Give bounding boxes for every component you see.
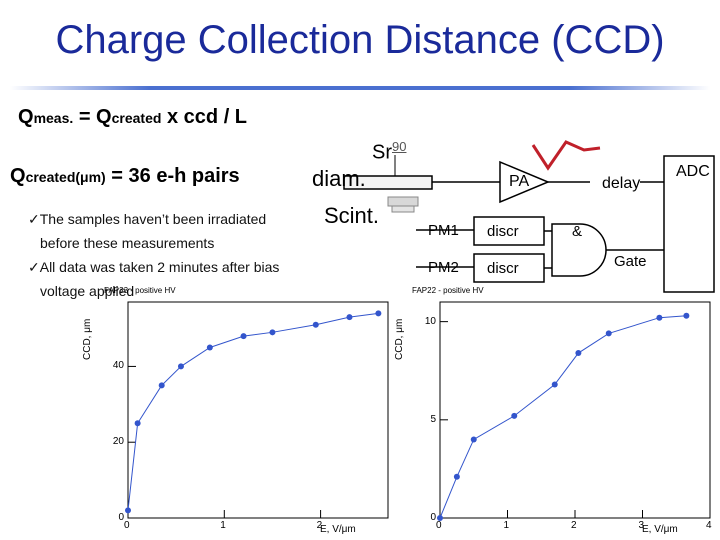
discr-1-label: discr (487, 223, 519, 240)
formula-qcreated: Qcreated(μm) = 36 e-h pairs (10, 165, 240, 188)
formula2-q: Q (10, 165, 26, 187)
chart-1-point (269, 329, 276, 336)
adc-label: ADC (676, 163, 710, 180)
chart-2-point (683, 312, 690, 319)
scint-label: Scint. (324, 203, 380, 228)
formula2-rest: = 36 e-h pairs (105, 165, 240, 187)
chart-2-point (437, 515, 443, 521)
chart-1-ytick-label: 40 (112, 360, 124, 372)
chart-2-ytick-label: 0 (430, 512, 436, 523)
chart-1-point (177, 363, 184, 370)
chart-2-point (470, 436, 477, 443)
formula1-q: Q (18, 106, 34, 128)
formula1-meas-sub: meas. (33, 110, 74, 126)
source-mass: 90 (392, 139, 407, 154)
chart-1-series-line (127, 312, 379, 511)
chart-2-point (551, 381, 558, 388)
chart-2-title: FAP22 - positive HV (412, 286, 484, 295)
formula2-created-sub: created(μm) (25, 169, 106, 185)
chart-2-xlabel: E, V/μm (642, 524, 678, 535)
chart-1-xtick-label: 1 (220, 520, 226, 531)
chart-2-xtick-label: 3 (638, 520, 645, 531)
formula1-created-sub: created (111, 110, 162, 126)
chart-1-point (312, 321, 319, 328)
bullet-2-line1: All data was taken 2 minutes after bias (39, 259, 280, 275)
chart-1-point (206, 344, 213, 351)
adc-box (663, 155, 715, 293)
chart-2-ytick-label: 10 (424, 315, 436, 327)
chart-2-frame (439, 301, 711, 519)
pm2-label: PM2 (428, 259, 459, 276)
chart-1-title: FAP33 - positive HV (104, 286, 176, 295)
and-label: & (572, 223, 583, 240)
check-icon: ✓ (28, 211, 40, 227)
bullet-2-line2: voltage applied (40, 283, 135, 299)
chart-1-xtick-label: 2 (316, 520, 323, 531)
formula1-rest: x ccd / L (161, 106, 248, 128)
pm1-label: PM1 (428, 222, 459, 239)
chart-2-xtick-label: 1 (503, 520, 510, 531)
title-divider (10, 86, 710, 90)
formula1-mid: = Q (73, 106, 112, 128)
and-gate (551, 223, 607, 277)
bullet-item: ✓The samples haven’t been irradiated bef… (28, 207, 340, 255)
discr-2-box (473, 253, 545, 283)
chart-2-ytick-label: 5 (430, 413, 436, 425)
chart-1-point (240, 333, 247, 340)
chart-1-point (134, 420, 141, 427)
chart-1-xtick-label: 0 (124, 520, 130, 531)
chart-2-xtick-label: 0 (436, 520, 442, 531)
pa-label: PA (509, 173, 530, 190)
chart-1-point (346, 314, 353, 321)
chart-2-point (453, 473, 460, 480)
chart-1-point (375, 310, 382, 317)
chart-1-xlabel: E, V/μm (320, 524, 356, 535)
bullet-list: ✓The samples haven’t been irradiated bef… (28, 207, 340, 303)
bullet-1-line2: before these measurements (40, 235, 215, 251)
discr-2-label: discr (487, 260, 519, 277)
discr-1-box (473, 216, 545, 246)
chart-1-point (158, 382, 165, 389)
chart-2-xtick-label: 4 (706, 520, 712, 531)
chart-1-ylabel: CCD, μm (82, 318, 93, 360)
chart-1-frame (127, 301, 389, 519)
formula-qmeas: Qmeas. = Qcreated x ccd / L (18, 106, 247, 129)
chart-2-ylabel: CCD, μm (394, 318, 405, 360)
page-title: Charge Collection Distance (CCD) (55, 18, 665, 62)
source-label: Sr90 (372, 139, 407, 164)
chart-2-point (656, 314, 663, 321)
scintillator-2 (391, 205, 415, 213)
chart-1-ytick-label: 0 (118, 512, 124, 523)
signal-pulse-icon (531, 140, 601, 171)
pa-amplifier (499, 160, 550, 204)
bullet-item: ✓All data was taken 2 minutes after bias… (28, 255, 340, 303)
check-icon: ✓ (28, 259, 40, 275)
diam-label: diam. (312, 166, 366, 191)
gate-label: Gate (614, 253, 647, 270)
chart-2-point (575, 350, 582, 357)
chart-2-point (511, 412, 518, 419)
delay-label: delay (602, 175, 641, 192)
chart-1-point (125, 507, 131, 514)
chart-2-xtick-label: 2 (571, 520, 577, 531)
chart-1-ytick-label: 20 (112, 436, 124, 448)
chart-2-point (605, 330, 612, 337)
bullet-1-line1: The samples haven’t been irradiated (39, 211, 267, 227)
